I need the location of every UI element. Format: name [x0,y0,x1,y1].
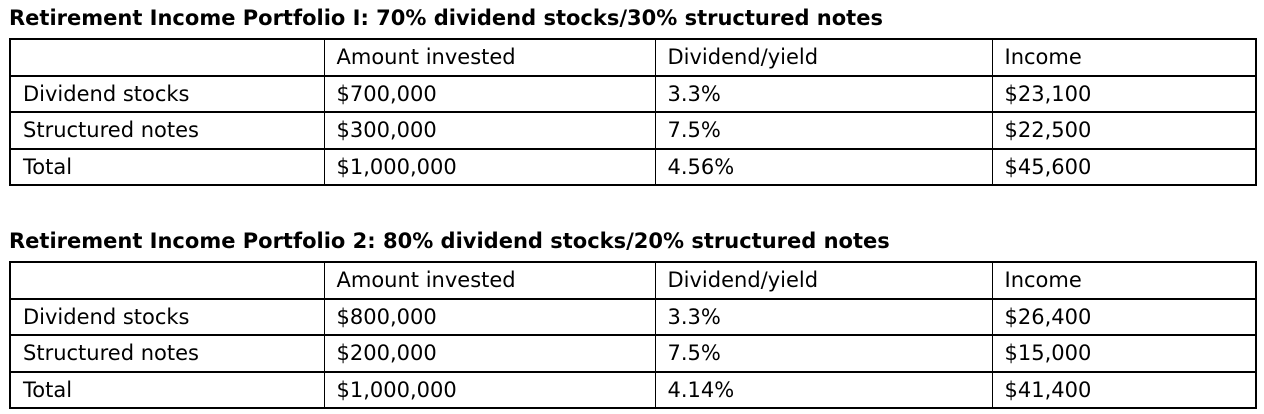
header-row: Amount invested Dividend/yield Income [9,38,1257,77]
header-cell-income: Income [991,261,1257,300]
amount-invested-cell: $1,000,000 [323,370,656,409]
header-cell-empty [9,261,325,300]
income-cell: $41,400 [991,370,1257,409]
dividend-yield-cell: 4.14% [654,370,993,409]
header-cell-amount-invested: Amount invested [323,38,656,77]
amount-invested-cell: $200,000 [323,334,656,373]
income-cell: $22,500 [991,111,1257,150]
portfolio-2-section: Retirement Income Portfolio 2: 80% divid… [9,228,1257,409]
amount-invested-cell: $300,000 [323,111,656,150]
dividend-yield-cell: 3.3% [654,297,993,336]
income-cell: $15,000 [991,334,1257,373]
portfolio-1-title: Retirement Income Portfolio I: 70% divid… [9,6,883,30]
row-label-cell: Dividend stocks [9,74,325,113]
dividend-yield-cell: 4.56% [654,147,993,186]
table-row-dividend-stocks: Dividend stocks $800,000 3.3% $26,400 [9,297,1257,336]
income-cell: $26,400 [991,297,1257,336]
dividend-yield-cell: 3.3% [654,74,993,113]
portfolio-2-table: Amount invested Dividend/yield Income Di… [9,261,1257,409]
table-row-total: Total $1,000,000 4.56% $45,600 [9,147,1257,186]
table-row-dividend-stocks: Dividend stocks $700,000 3.3% $23,100 [9,74,1257,113]
portfolio-2-title: Retirement Income Portfolio 2: 80% divid… [9,229,890,253]
dividend-yield-cell: 7.5% [654,334,993,373]
header-cell-empty [9,38,325,77]
header-cell-amount-invested: Amount invested [323,261,656,300]
row-label-cell: Total [9,147,325,186]
table-row-structured-notes: Structured notes $300,000 7.5% $22,500 [9,111,1257,150]
row-label-cell: Dividend stocks [9,297,325,336]
header-row: Amount invested Dividend/yield Income [9,261,1257,300]
portfolio-1-section: Retirement Income Portfolio I: 70% divid… [9,5,1257,186]
income-cell: $23,100 [991,74,1257,113]
row-label-cell: Structured notes [9,111,325,150]
row-label-cell: Structured notes [9,334,325,373]
header-cell-dividend-yield: Dividend/yield [654,261,993,300]
portfolio-1-table: Amount invested Dividend/yield Income Di… [9,38,1257,186]
dividend-yield-cell: 7.5% [654,111,993,150]
table-row-structured-notes: Structured notes $200,000 7.5% $15,000 [9,334,1257,373]
table-row-total: Total $1,000,000 4.14% $41,400 [9,370,1257,409]
row-label-cell: Total [9,370,325,409]
header-cell-dividend-yield: Dividend/yield [654,38,993,77]
header-cell-income: Income [991,38,1257,77]
amount-invested-cell: $700,000 [323,74,656,113]
income-cell: $45,600 [991,147,1257,186]
amount-invested-cell: $800,000 [323,297,656,336]
amount-invested-cell: $1,000,000 [323,147,656,186]
